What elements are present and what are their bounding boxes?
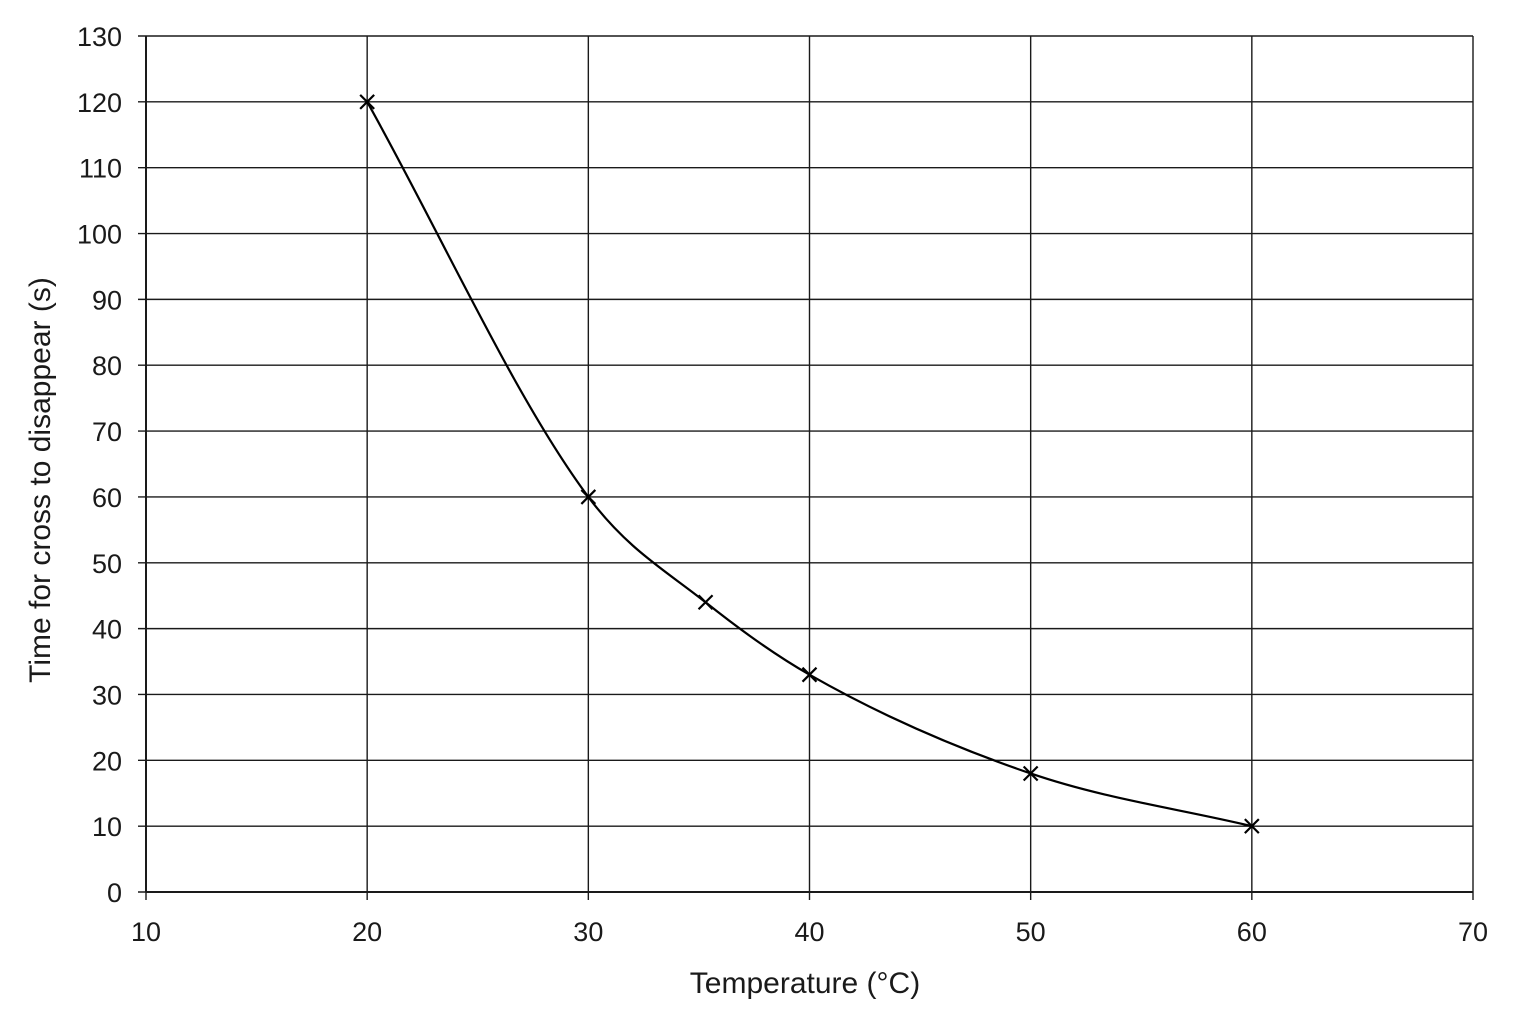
data-point-0 [359,94,375,110]
y-tick-label-50: 50 [92,549,122,579]
x-tick-label-70: 70 [1458,917,1488,947]
y-tick-label-90: 90 [92,285,122,315]
y-tick-labels: 0 10 20 30 40 50 60 70 80 90 100 110 120 130 [77,22,122,908]
y-tick-label-130: 130 [77,22,122,52]
x-tick-label-40: 40 [794,917,824,947]
data-point-1 [580,489,597,505]
data-point-2 [697,594,714,611]
y-tick-label-110: 110 [79,154,122,184]
y-tick-label-10: 10 [92,812,122,842]
data-point-3 [801,666,818,683]
y-tick-label-80: 80 [92,351,122,381]
axes [145,36,1473,893]
series-curve [366,101,1253,828]
y-tick-label-120: 120 [77,88,122,118]
grid [138,35,1474,900]
x-axis-label: Temperature (°C) [690,967,920,1000]
x-tick-label-60: 60 [1237,917,1267,947]
y-tick-label-0: 0 [107,878,122,908]
data-point-4 [1022,765,1039,782]
x-tick-label-30: 30 [573,917,603,947]
y-tick-label-100: 100 [77,220,122,250]
x-tick-label-20: 20 [352,917,382,947]
y-tick-label-60: 60 [92,483,122,513]
x-tick-label-50: 50 [1016,917,1046,947]
y-tick-label-40: 40 [92,615,122,645]
x-tick-labels: 10 20 30 40 50 60 70 [131,917,1488,947]
y-axis-label: Time for cross to disappear (s) [24,277,57,683]
x-tick-label-10: 10 [131,917,161,947]
y-tick-label-20: 20 [92,746,122,776]
y-tick-label-70: 70 [92,417,122,447]
data-markers [359,94,1260,834]
data-point-5 [1244,818,1260,834]
y-tick-label-30: 30 [92,680,122,710]
